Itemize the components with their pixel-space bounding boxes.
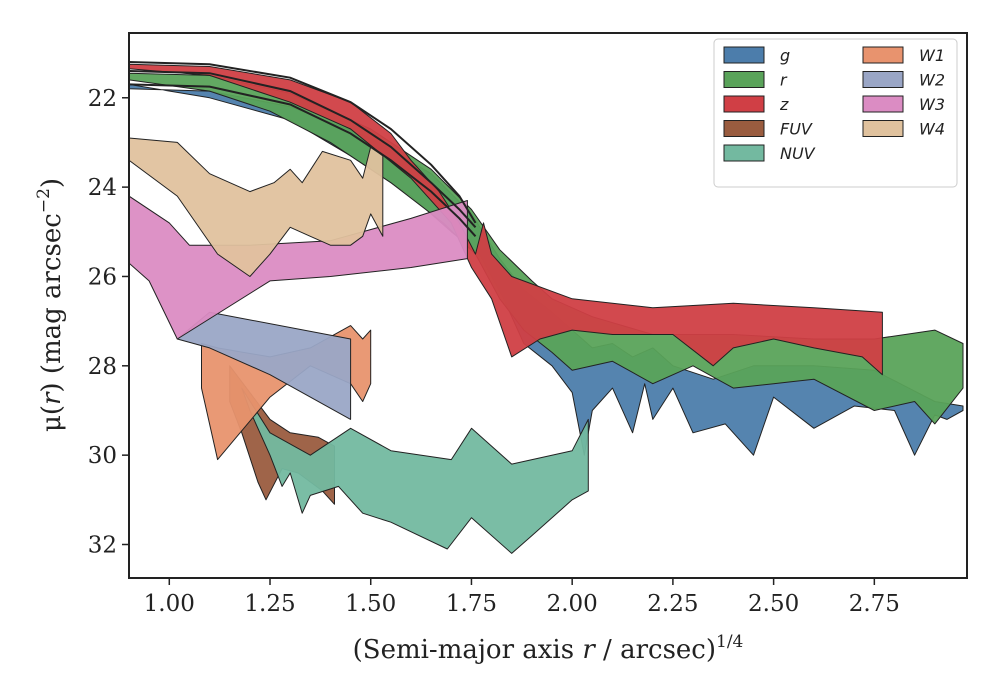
- x-axis: 1.00 1.25 1.50 1.75 2.00 2.25 2.50 2.75: [144, 578, 900, 617]
- profile-line-3: [129, 83, 477, 237]
- x-tick-label: 1.25: [244, 591, 295, 617]
- y-axis: 22 24 26 28 30 32: [88, 86, 129, 558]
- legend: grz FUV NUV W1 W2 W3 W4: [713, 38, 958, 188]
- legend-label-fuv: FUV: [780, 120, 813, 139]
- legend-swatch-fuv: [723, 120, 765, 137]
- legend-swatch-z: [723, 95, 765, 113]
- x-tick-label: 1.50: [345, 591, 396, 617]
- legend-label-r: r: [780, 71, 788, 90]
- area-nuv: [241, 387, 589, 554]
- legend-swatch-r: [723, 71, 765, 88]
- x-tick-label: 2.50: [748, 591, 799, 617]
- y-axis-label: μ(r) (mag arcsec−2): [34, 178, 67, 432]
- legend-label-g: g: [780, 46, 790, 65]
- legend-swatch-w2: [862, 71, 904, 88]
- x-tick-label: 2.00: [547, 591, 598, 617]
- area-w4: [129, 137, 384, 277]
- y-tick-label: 22: [88, 86, 117, 112]
- legend-label-w3: W3: [919, 95, 945, 114]
- x-tick-label: 1.75: [446, 591, 497, 617]
- legend-label-nuv: NUV: [780, 144, 816, 163]
- x-tick-label: 1.00: [144, 591, 195, 617]
- y-tick-label: 32: [88, 532, 117, 558]
- profile-line-1: [129, 61, 477, 224]
- plot-frame: [128, 32, 968, 579]
- legend-swatch-w3: [862, 95, 904, 113]
- x-tick-label: 2.75: [849, 591, 900, 617]
- legend-label-w4: W4: [919, 120, 945, 139]
- legend-label-z: z: [779, 95, 789, 114]
- y-tick-label: 30: [88, 443, 117, 469]
- legend-swatch-g: [723, 46, 765, 64]
- y-tick-label: 26: [88, 264, 117, 290]
- profile-lines: [129, 61, 477, 237]
- legend-label-w1: W1: [919, 46, 945, 65]
- x-tick-label: 2.25: [647, 591, 698, 617]
- legend-swatch-nuv: [723, 144, 765, 162]
- y-tick-label: 28: [88, 354, 117, 380]
- plot-areas: [129, 63, 964, 554]
- legend-label-w2: W2: [919, 71, 945, 90]
- y-tick-label: 24: [88, 175, 117, 201]
- legend-swatch-w4: [862, 120, 904, 137]
- x-axis-label: (Semi-major axis r / arcsec)1/4: [353, 632, 744, 665]
- legend-swatch-w1: [862, 46, 904, 64]
- profile-line-2: [129, 70, 477, 228]
